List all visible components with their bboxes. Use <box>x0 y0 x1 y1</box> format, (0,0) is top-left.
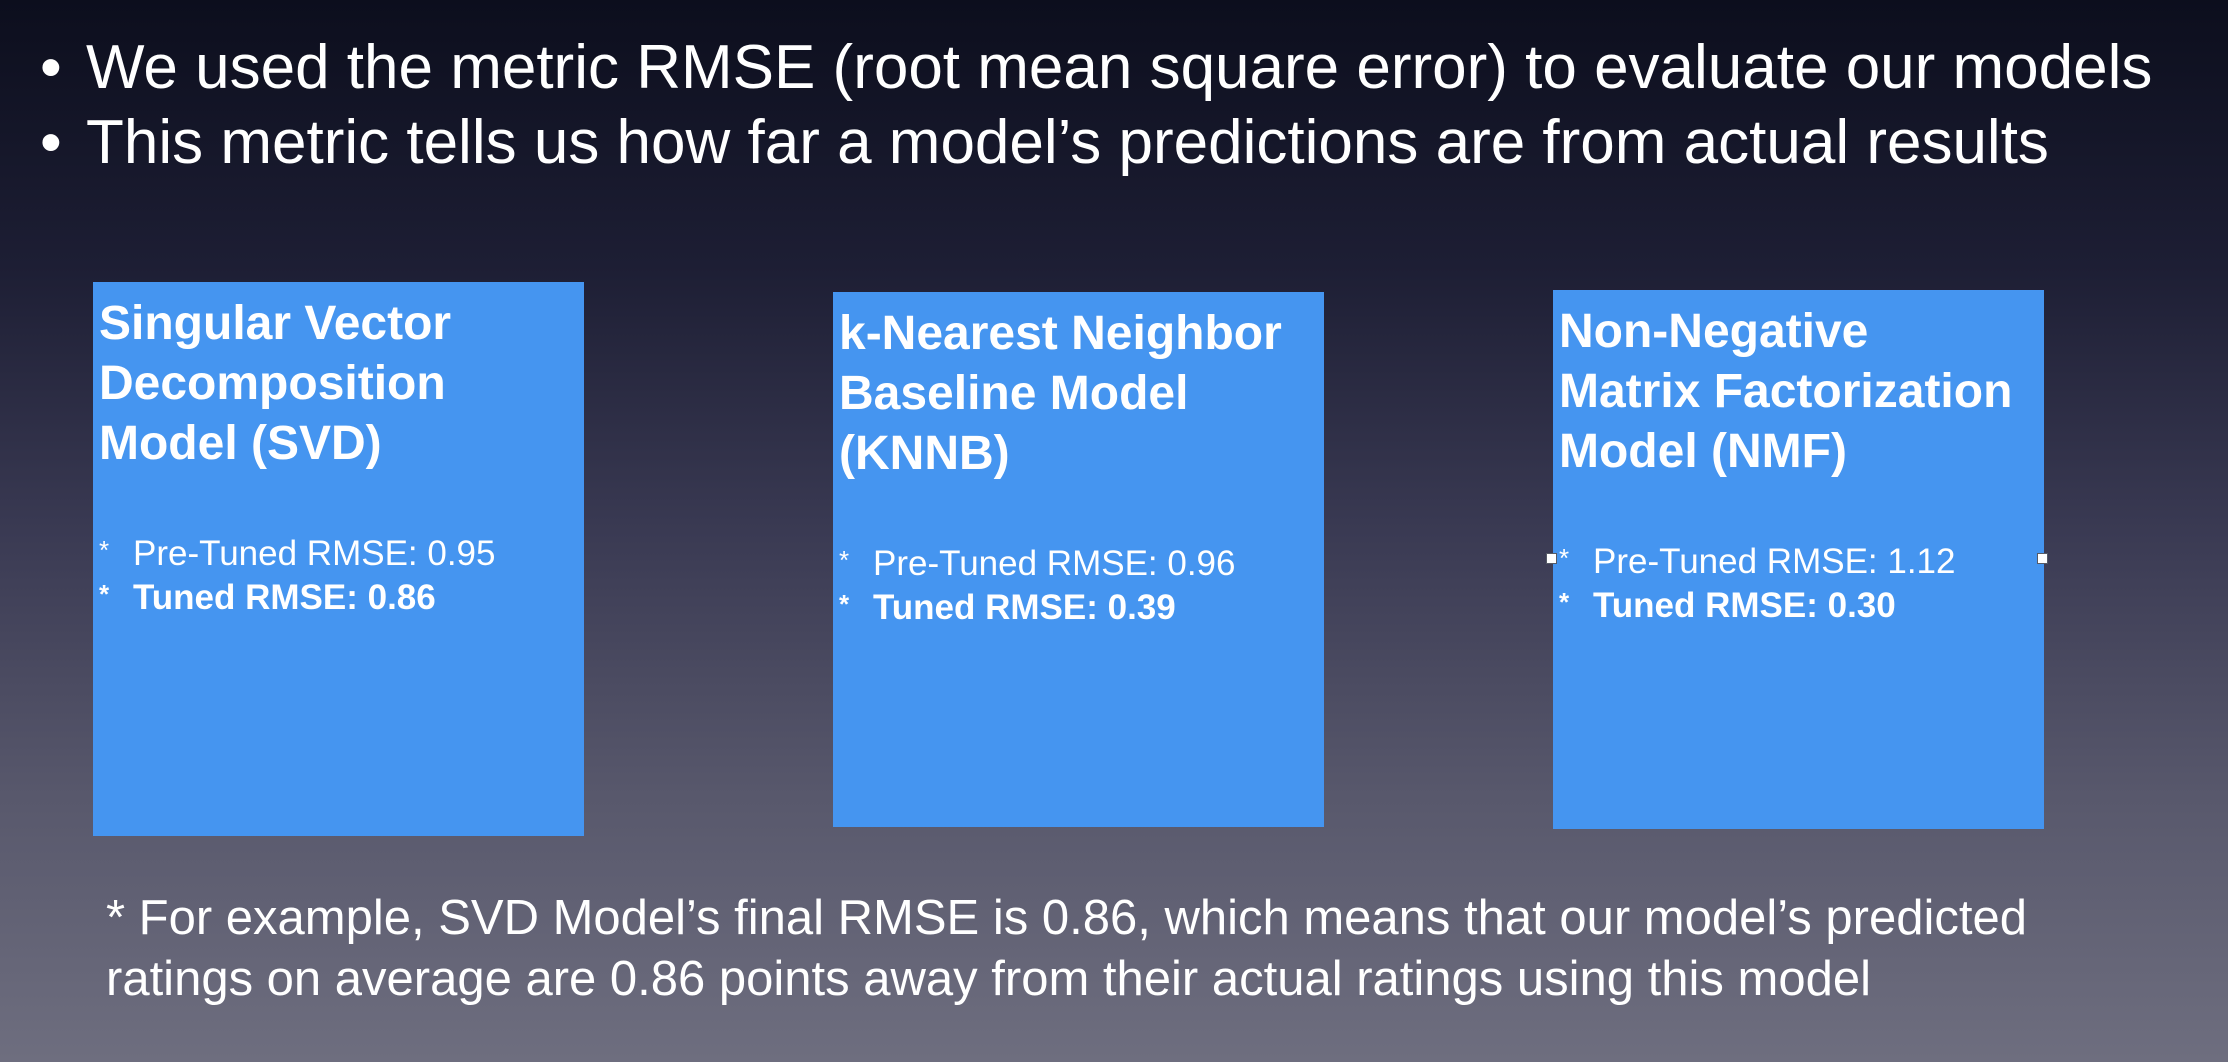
bullet-item: This metric tells us how far a model’s p… <box>40 105 2210 180</box>
nmf-model-card[interactable]: Non-Negative Matrix Factorization Model … <box>1553 290 2044 829</box>
tuned-rmse: Tuned RMSE: 0.86 <box>99 572 578 620</box>
card-stats: Pre-Tuned RMSE: 1.12 Tuned RMSE: 0.30 <box>1559 536 2038 628</box>
card-title-line: (KNNB) <box>839 427 1010 480</box>
resize-handle-left[interactable] <box>1546 553 1557 564</box>
card-title-line: Model (NMF) <box>1559 425 1847 478</box>
card-title-line: Matrix Factorization <box>1559 365 2013 418</box>
card-title-line: Singular Vector <box>99 297 452 350</box>
card-title-line: Model (SVD) <box>99 417 382 470</box>
pre-tuned-rmse: Pre-Tuned RMSE: 1.12 <box>1559 536 2038 584</box>
tuned-rmse: Tuned RMSE: 0.30 <box>1559 580 2038 628</box>
card-stats: Pre-Tuned RMSE: 0.96 Tuned RMSE: 0.39 <box>839 538 1318 630</box>
card-title-line: Decomposition <box>99 357 446 410</box>
pre-tuned-rmse: Pre-Tuned RMSE: 0.96 <box>839 538 1318 586</box>
knnb-model-card[interactable]: k-Nearest Neighbor Baseline Model (KNNB)… <box>833 292 1324 827</box>
card-stats: Pre-Tuned RMSE: 0.95 Tuned RMSE: 0.86 <box>99 528 578 620</box>
card-title: k-Nearest Neighbor Baseline Model (KNNB) <box>839 304 1318 484</box>
card-title: Singular Vector Decomposition Model (SVD… <box>99 294 578 474</box>
footnote-line: * For example, SVD Model’s final RMSE is… <box>106 891 2027 945</box>
card-title-line: Baseline Model <box>839 367 1189 420</box>
bullet-list: We used the metric RMSE (root mean squar… <box>40 30 2210 180</box>
bullet-item: We used the metric RMSE (root mean squar… <box>40 30 2210 105</box>
card-title-line: Non-Negative <box>1559 305 1869 358</box>
footnote: * For example, SVD Model’s final RMSE is… <box>106 888 2106 1010</box>
footnote-line: ratings on average are 0.86 points away … <box>106 952 1871 1006</box>
svd-model-card[interactable]: Singular Vector Decomposition Model (SVD… <box>93 282 584 836</box>
resize-handle-right[interactable] <box>2037 553 2048 564</box>
pre-tuned-rmse: Pre-Tuned RMSE: 0.95 <box>99 528 578 576</box>
card-title-line: k-Nearest Neighbor <box>839 307 1282 360</box>
card-title: Non-Negative Matrix Factorization Model … <box>1559 302 2038 482</box>
tuned-rmse: Tuned RMSE: 0.39 <box>839 582 1318 630</box>
